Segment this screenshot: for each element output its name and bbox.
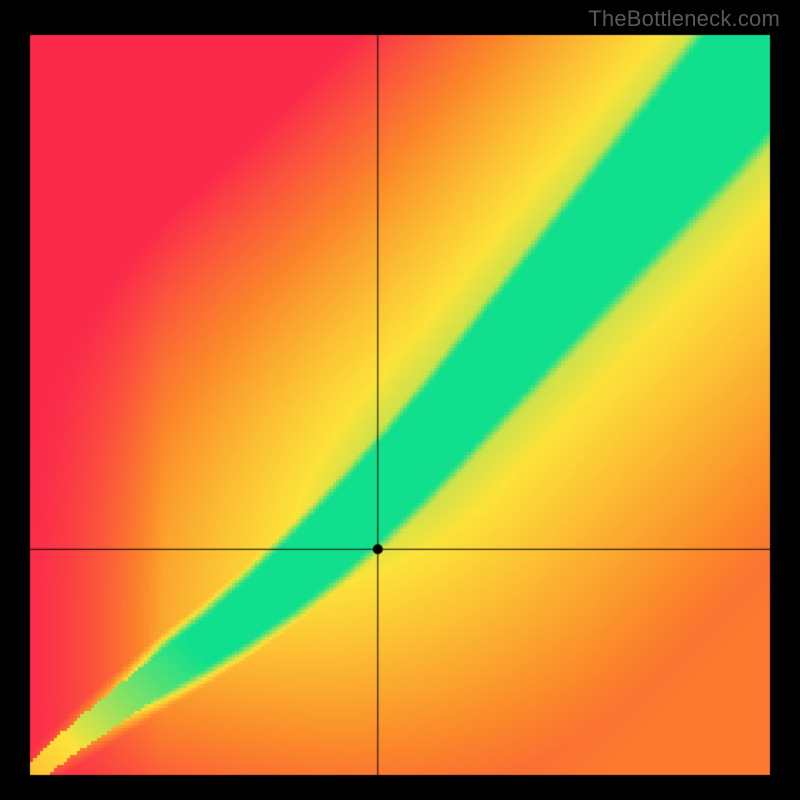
bottleneck-heatmap	[0, 0, 800, 800]
watermark-text: TheBottleneck.com	[588, 6, 780, 32]
chart-container: TheBottleneck.com	[0, 0, 800, 800]
